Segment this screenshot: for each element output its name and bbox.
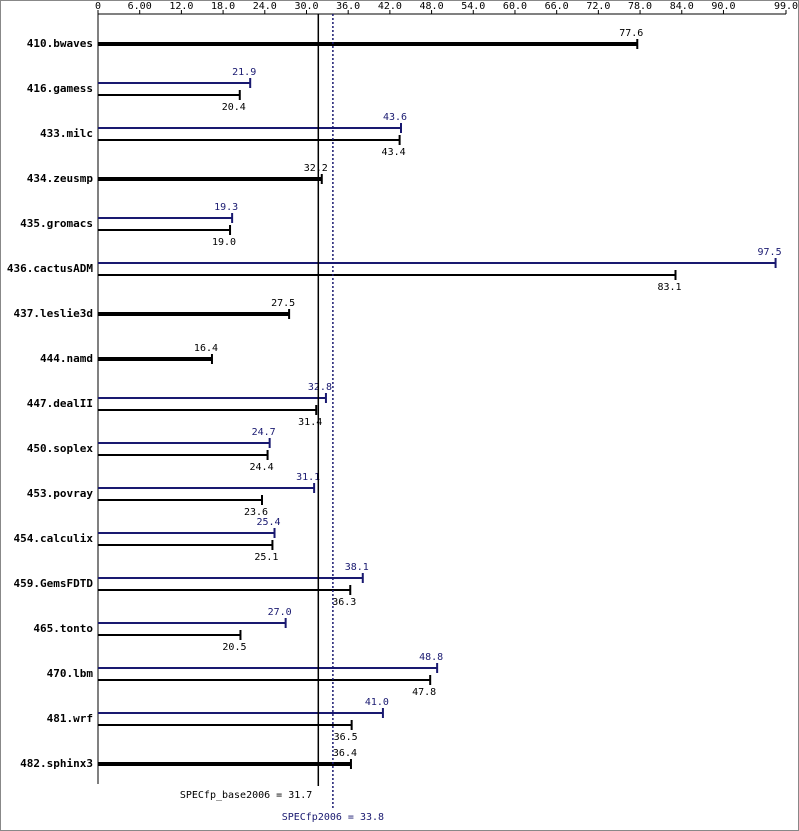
reference-label: SPECfp_base2006 = 31.7: [180, 790, 312, 801]
bar: [98, 724, 352, 726]
bar: [98, 139, 400, 141]
bar: [98, 544, 273, 546]
category-label: 454.calculix: [14, 532, 94, 545]
value-label: 23.6: [244, 507, 268, 518]
bar: [98, 42, 638, 46]
bar: [98, 397, 326, 399]
category-label: 465.tonto: [33, 622, 93, 635]
bar: [98, 274, 676, 276]
category-label: 433.milc: [40, 127, 93, 140]
bar: [98, 532, 275, 534]
category-label: 444.namd: [40, 352, 93, 365]
x-tick-label: 36.0: [336, 1, 360, 12]
bar: [98, 487, 315, 489]
x-tick-label: 18.0: [211, 1, 235, 12]
x-tick-label: 99.0: [774, 1, 798, 12]
value-label: 36.3: [332, 597, 356, 608]
value-label: 25.1: [254, 552, 278, 563]
category-label: 410.bwaves: [27, 37, 93, 50]
bar: [98, 229, 231, 231]
x-tick-label: 84.0: [670, 1, 694, 12]
value-label: 36.5: [334, 732, 358, 743]
value-label: 36.4: [333, 748, 357, 759]
value-label: 24.4: [250, 462, 274, 473]
bar: [98, 622, 286, 624]
x-tick-label: 54.0: [461, 1, 485, 12]
x-tick-label: 6.00: [128, 1, 152, 12]
value-label: 43.4: [382, 147, 406, 158]
bar: [98, 94, 240, 96]
value-label: 24.7: [252, 427, 276, 438]
category-label: 453.povray: [27, 487, 94, 500]
bar: [98, 357, 212, 361]
value-label: 20.4: [222, 102, 246, 113]
value-label: 32.8: [308, 382, 332, 393]
value-label: 21.9: [232, 67, 256, 78]
category-label: 436.cactusADM: [7, 262, 93, 275]
value-label: 31.4: [298, 417, 322, 428]
bar: [98, 262, 776, 264]
value-label: 38.1: [345, 562, 369, 573]
value-label: 27.5: [271, 298, 295, 309]
x-tick-label: 60.0: [503, 1, 527, 12]
bar: [98, 312, 290, 316]
bar: [98, 499, 263, 501]
value-label: 19.0: [212, 237, 236, 248]
bar: [98, 762, 351, 766]
category-label: 437.leslie3d: [14, 307, 93, 320]
value-label: 32.2: [304, 163, 328, 174]
value-label: 19.3: [214, 202, 238, 213]
value-label: 25.4: [256, 517, 280, 528]
bar: [98, 712, 383, 714]
value-label: 97.5: [758, 247, 782, 258]
bar: [98, 82, 251, 84]
category-label: 470.lbm: [47, 667, 94, 680]
value-label: 83.1: [657, 282, 681, 293]
value-label: 77.6: [619, 28, 643, 39]
value-label: 20.5: [222, 642, 246, 653]
x-tick-label: 42.0: [378, 1, 402, 12]
bar: [98, 409, 317, 411]
reference-label: SPECfp2006 = 33.8: [282, 812, 384, 823]
category-label: 416.gamess: [27, 82, 93, 95]
value-label: 31.1: [296, 472, 320, 483]
x-tick-label: 66.0: [545, 1, 569, 12]
x-tick-label: 0: [95, 1, 101, 12]
bar: [98, 679, 431, 681]
bar: [98, 667, 438, 669]
x-tick-label: 24.0: [253, 1, 277, 12]
bar: [98, 127, 401, 129]
category-label: 482.sphinx3: [20, 757, 93, 770]
bar: [98, 442, 270, 444]
value-label: 48.8: [419, 652, 443, 663]
value-label: 43.6: [383, 112, 407, 123]
value-label: 47.8: [412, 687, 436, 698]
value-label: 16.4: [194, 343, 218, 354]
x-tick-label: 48.0: [420, 1, 444, 12]
category-label: 435.gromacs: [20, 217, 93, 230]
category-label: 434.zeusmp: [27, 172, 94, 185]
x-tick-label: 90.0: [711, 1, 735, 12]
category-label: 459.GemsFDTD: [14, 577, 94, 590]
bar: [98, 177, 322, 181]
bar: [98, 634, 241, 636]
x-tick-label: 72.0: [586, 1, 610, 12]
bar: [98, 454, 268, 456]
category-label: 450.soplex: [27, 442, 94, 455]
category-label: 481.wrf: [47, 712, 93, 725]
category-label: 447.dealII: [27, 397, 93, 410]
x-tick-label: 30.0: [294, 1, 318, 12]
value-label: 41.0: [365, 697, 389, 708]
x-tick-label: 12.0: [169, 1, 193, 12]
bar: [98, 577, 363, 579]
bar: [98, 589, 351, 591]
bar: [98, 217, 233, 219]
value-label: 27.0: [268, 607, 292, 618]
x-tick-label: 78.0: [628, 1, 652, 12]
